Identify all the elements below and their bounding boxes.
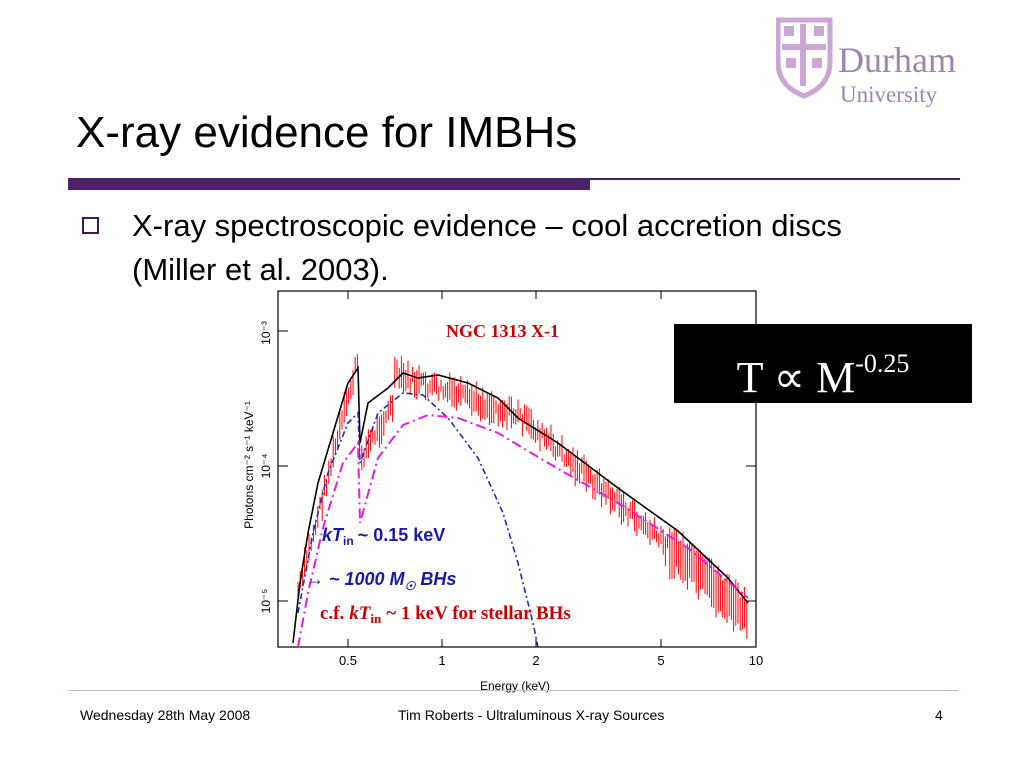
plot-ticks [278, 291, 757, 647]
logo-durham: Durham [838, 40, 956, 80]
durham-crest-icon [776, 17, 833, 99]
x-tick-label: 5 [657, 653, 664, 668]
object-label: NGC 1313 X-1 [446, 321, 559, 341]
stellar-annotation: c.f. kTin ~ 1 keV for stellar BHs [320, 603, 571, 626]
y-tick-label: 10⁻⁵ [259, 589, 273, 614]
footer-date: Wednesday 28th May 2008 [80, 707, 251, 723]
relation-base: T ∝ M [736, 353, 856, 402]
title-rule-thin [590, 178, 960, 180]
relation-exponent: -0.25 [855, 349, 910, 378]
y-axis-label: Photons cm⁻² s⁻¹ keV⁻¹ [242, 401, 256, 529]
x-tick-label: 2 [532, 653, 539, 668]
bullet-text: X-ray spectroscopic evidence – cool accr… [132, 208, 842, 287]
title-rule [68, 178, 590, 190]
logo-university: University [840, 82, 938, 107]
bullet-marker [82, 217, 99, 234]
y-tick-label: 10⁻⁴ [259, 454, 273, 479]
y-tick-label: 10⁻³ [259, 321, 273, 345]
mass-annotation: → ~ 1000 M☉ BHs [306, 569, 456, 593]
scaling-relation-box: T ∝ M-0.25 [674, 324, 972, 403]
kt-annotation: kTin ~ 0.15 keV [322, 525, 445, 548]
x-tick-label: 10 [749, 653, 763, 668]
page-number: 4 [935, 707, 943, 723]
model-total-line [292, 365, 749, 644]
footer-rule [68, 690, 958, 691]
x-axis-label: Energy (keV) [480, 679, 550, 693]
durham-logo: Durham University [776, 17, 956, 107]
x-tick-label: 0.5 [339, 653, 357, 668]
slide-title: X-ray evidence for IMBHs [76, 108, 578, 157]
x-tick-label: 1 [438, 653, 445, 668]
disc-component-line [297, 392, 539, 648]
footer-title: Tim Roberts - Ultraluminous X-ray Source… [398, 707, 665, 723]
plot-curves [292, 354, 749, 648]
powerlaw-component-line [297, 413, 749, 648]
